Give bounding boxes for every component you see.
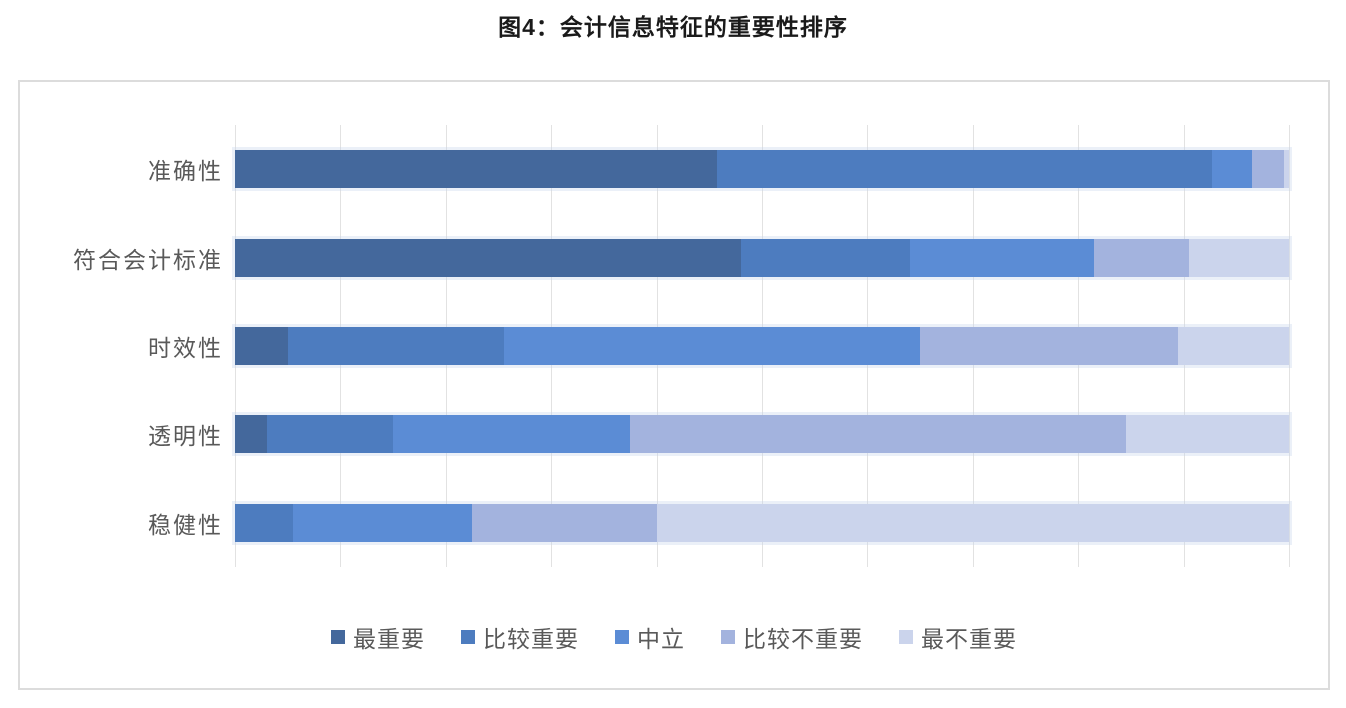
- chart-row: 符合会计标准: [73, 213, 1289, 301]
- legend-swatch-icon: [899, 630, 913, 644]
- gridline: [1289, 125, 1290, 567]
- stacked-bar: [235, 415, 1289, 454]
- bar-segment: [235, 150, 717, 189]
- bar-segment: [472, 503, 657, 542]
- chart-row: 透明性: [148, 390, 1289, 478]
- legend-swatch-icon: [615, 630, 629, 644]
- legend-item: 中立: [615, 620, 685, 654]
- bar-segment: [630, 415, 1126, 454]
- legend-label: 比较重要: [483, 626, 579, 652]
- stacked-bar: [235, 503, 1289, 542]
- chart-area: 准确性符合会计标准时效性透明性稳健性 最重要 比较重要 中立 比较不重要 最不重要: [18, 80, 1330, 690]
- category-label: 透明性: [148, 423, 223, 450]
- bar-segment: [1283, 150, 1289, 189]
- category-label: 稳健性: [148, 511, 223, 538]
- bar-segment: [1252, 150, 1284, 189]
- chart-row: 准确性: [148, 125, 1289, 213]
- bar-segment: [503, 326, 921, 365]
- bar-segment: [740, 238, 910, 277]
- bar-segment: [1212, 150, 1253, 189]
- legend-label: 最重要: [353, 626, 425, 652]
- legend-label: 最不重要: [921, 626, 1017, 652]
- legend: 最重要 比较重要 中立 比较不重要 最不重要: [20, 620, 1328, 654]
- bar-segment: [292, 503, 473, 542]
- stacked-bar: [235, 326, 1289, 365]
- bar-segment: [656, 503, 1289, 542]
- bar-segment: [235, 415, 267, 454]
- category-label: 时效性: [148, 334, 223, 361]
- chart-title: 图4：会计信息特征的重要性排序: [498, 14, 848, 40]
- chart-row: 时效性: [148, 302, 1289, 390]
- bar-segment: [287, 326, 504, 365]
- bar-rows: 准确性符合会计标准时效性透明性稳健性: [73, 125, 1289, 567]
- legend-item: 比较重要: [461, 620, 579, 654]
- legend-item: 最不重要: [899, 620, 1017, 654]
- bar-segment: [909, 238, 1094, 277]
- stacked-bar: [235, 238, 1289, 277]
- bar-segment: [1125, 415, 1289, 454]
- category-label: 准确性: [148, 158, 223, 185]
- bar-segment: [235, 503, 293, 542]
- bar-segment: [1188, 238, 1289, 277]
- legend-label: 中立: [637, 626, 685, 652]
- bar-segment: [716, 150, 1213, 189]
- bar-segment: [266, 415, 394, 454]
- legend-label: 比较不重要: [743, 626, 863, 652]
- legend-swatch-icon: [721, 630, 735, 644]
- legend-item: 最重要: [331, 620, 425, 654]
- chart-row: 稳健性: [148, 479, 1289, 567]
- bar-segment: [920, 326, 1179, 365]
- category-label: 符合会计标准: [73, 246, 223, 273]
- bar-segment: [235, 238, 741, 277]
- bar-segment: [393, 415, 631, 454]
- stacked-bar: [235, 150, 1289, 189]
- bar-segment: [1178, 326, 1289, 365]
- plot-area: 准确性符合会计标准时效性透明性稳健性: [73, 125, 1290, 567]
- legend-swatch-icon: [461, 630, 475, 644]
- bar-segment: [1093, 238, 1189, 277]
- legend-swatch-icon: [331, 630, 345, 644]
- bar-segment: [235, 326, 288, 365]
- legend-item: 比较不重要: [721, 620, 863, 654]
